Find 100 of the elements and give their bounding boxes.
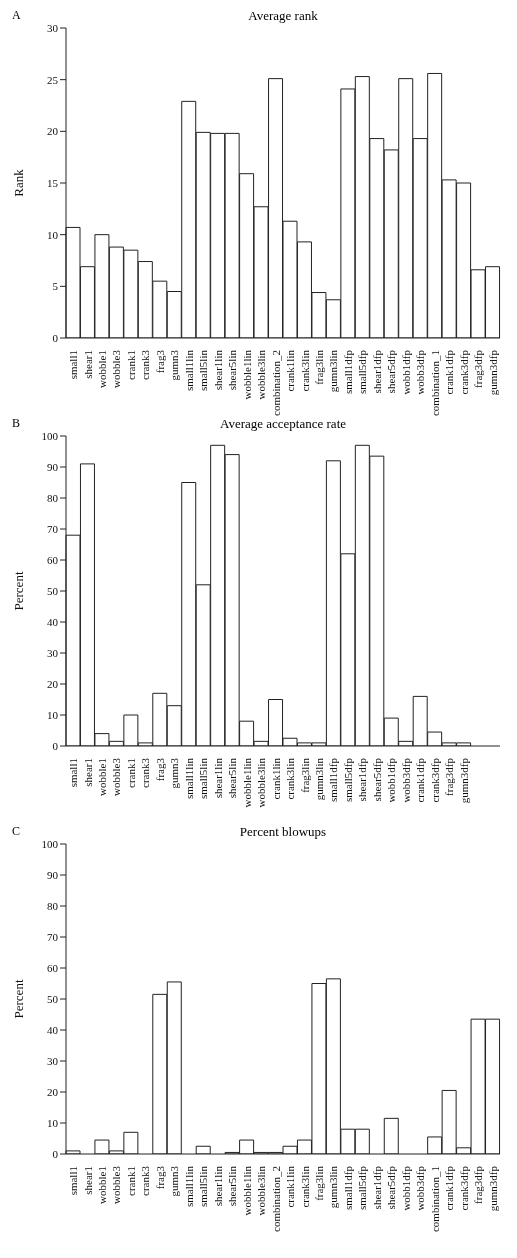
y-tick-label: 25: [47, 73, 59, 86]
chart-title: Average acceptance rate: [219, 416, 347, 431]
x-tick-label: shear5dfp: [385, 349, 398, 394]
x-tick-label: small1dfp: [341, 349, 354, 394]
x-tick-label: wobble1: [96, 758, 109, 796]
x-tick-label: wobble3: [110, 1165, 123, 1204]
x-tick-label: small5dfp: [356, 1165, 369, 1210]
x-tick-label: shear1lin: [211, 1165, 224, 1207]
x-tick-label: wobble1lin: [240, 349, 253, 400]
x-tick-label: wobble3: [110, 757, 123, 796]
y-tick-label: 100: [41, 429, 59, 442]
x-tick-label: crank1lin: [284, 1165, 297, 1208]
x-tick-label: wobble3: [110, 349, 123, 388]
x-tick-label: small5lin: [197, 1165, 210, 1207]
x-tick-label: small1dfp: [341, 1165, 354, 1210]
x-tick-label: crank3dfp: [457, 349, 470, 395]
y-tick-label: 5: [52, 280, 59, 293]
x-tick-label: frag3lin: [313, 349, 326, 385]
x-tick-label: frag3lin: [313, 1165, 326, 1201]
x-tick-label: small1: [67, 758, 80, 788]
x-tick-label: shear1dfp: [370, 1165, 383, 1210]
x-tick-label: combination_1: [428, 350, 441, 416]
x-tick-label: gumn3lin: [313, 757, 326, 801]
x-tick-label: wobb1dfp: [399, 349, 412, 395]
x-tick-label: gumn3lin: [327, 1165, 340, 1209]
x-tick-label: shear5lin: [226, 757, 239, 799]
x-tick-label: wobb1dfp: [399, 1165, 412, 1211]
y-tick-label: 0: [52, 331, 59, 344]
y-tick-label: 10: [47, 228, 59, 241]
x-tick-label: crank1dfp: [443, 349, 456, 395]
y-tick-label: 70: [47, 930, 59, 943]
x-tick-label: frag3lin: [298, 757, 311, 793]
x-tick-label: crank3dfp: [457, 1165, 470, 1211]
x-tick-label: gumn3lin: [327, 349, 340, 393]
x-tick-label: small1lin: [182, 1165, 195, 1207]
y-tick-label: 10: [47, 708, 59, 721]
x-tick-label: small5lin: [197, 757, 210, 799]
x-tick-label: shear1: [81, 350, 94, 379]
x-tick-label: shear5dfp: [385, 1165, 398, 1210]
x-tick-label: wobble1lin: [240, 1165, 253, 1216]
y-tick-label: 0: [52, 1147, 59, 1160]
y-tick-label: 20: [47, 677, 59, 690]
x-tick-label: crank1dfp: [443, 1165, 456, 1211]
x-tick-label: wobble3lin: [255, 757, 268, 808]
x-tick-label: wobb3dfp: [414, 1165, 427, 1211]
y-tick-label: 60: [47, 961, 59, 974]
x-tick-label: gumn3: [168, 349, 181, 381]
x-tick-label: crank1: [124, 1166, 137, 1196]
y-axis-title: Percent: [10, 571, 26, 611]
y-tick-label: 100: [41, 837, 59, 850]
x-tick-label: small1: [67, 1166, 80, 1196]
x-tick-label: combination_1: [428, 1166, 441, 1232]
x-tick-label: small5lin: [197, 349, 210, 391]
x-tick-label: shear1lin: [211, 757, 224, 799]
x-tick-label: small1dfp: [327, 757, 340, 802]
x-tick-label: shear1: [81, 758, 94, 787]
x-tick-label: frag3dfp: [472, 349, 485, 388]
y-tick-label: 30: [47, 21, 59, 34]
x-tick-label: small5dfp: [341, 757, 354, 802]
y-tick-label: 15: [47, 176, 59, 189]
x-tick-label: shear1: [81, 1166, 94, 1195]
y-tick-label: 20: [47, 1085, 59, 1098]
x-tick-label: wobb1dfp: [385, 757, 398, 803]
y-tick-label: 40: [47, 615, 59, 628]
y-tick-label: 50: [47, 992, 59, 1005]
x-tick-label: crank1lin: [284, 349, 297, 392]
x-tick-label: wobble1: [96, 350, 109, 388]
x-tick-label: crank3lin: [284, 757, 297, 800]
x-tick-label: wobble1: [96, 1166, 109, 1204]
y-tick-label: 80: [47, 899, 59, 912]
x-tick-label: frag3: [153, 349, 166, 374]
text: B: [12, 416, 21, 431]
x-tick-label: shear1dfp: [356, 757, 369, 802]
x-tick-label: crank1lin: [269, 757, 282, 800]
chart-title: Average rank: [248, 8, 318, 23]
y-tick-label: 70: [47, 522, 59, 535]
text: A: [12, 8, 21, 23]
x-tick-label: wobb3dfp: [399, 757, 412, 803]
x-tick-label: gumn3dfp: [457, 757, 470, 804]
x-tick-label: crank1: [124, 758, 137, 788]
y-tick-label: 80: [47, 491, 59, 504]
x-tick-label: gumn3dfp: [486, 1165, 499, 1212]
text: C: [12, 824, 21, 839]
x-tick-label: crank3: [139, 349, 152, 380]
x-tick-label: wobb3dfp: [414, 349, 427, 395]
chart-title: Percent blowups: [239, 824, 327, 839]
x-tick-label: crank1: [124, 350, 137, 380]
x-tick-label: crank3dfp: [428, 757, 441, 803]
x-tick-label: wobble3lin: [255, 1165, 268, 1216]
x-tick-label: shear1lin: [211, 349, 224, 391]
y-tick-label: 10: [47, 1116, 59, 1129]
y-axis-title: Percent: [10, 979, 26, 1019]
x-tick-label: crank3lin: [298, 349, 311, 392]
x-tick-label: gumn3: [168, 757, 181, 789]
x-tick-label: shear5lin: [226, 1165, 239, 1207]
y-tick-label: 90: [47, 868, 59, 881]
x-tick-label: combination_2: [269, 1166, 282, 1232]
x-tick-label: shear5lin: [226, 349, 239, 391]
y-tick-label: 30: [47, 646, 59, 659]
y-tick-label: 60: [47, 553, 59, 566]
